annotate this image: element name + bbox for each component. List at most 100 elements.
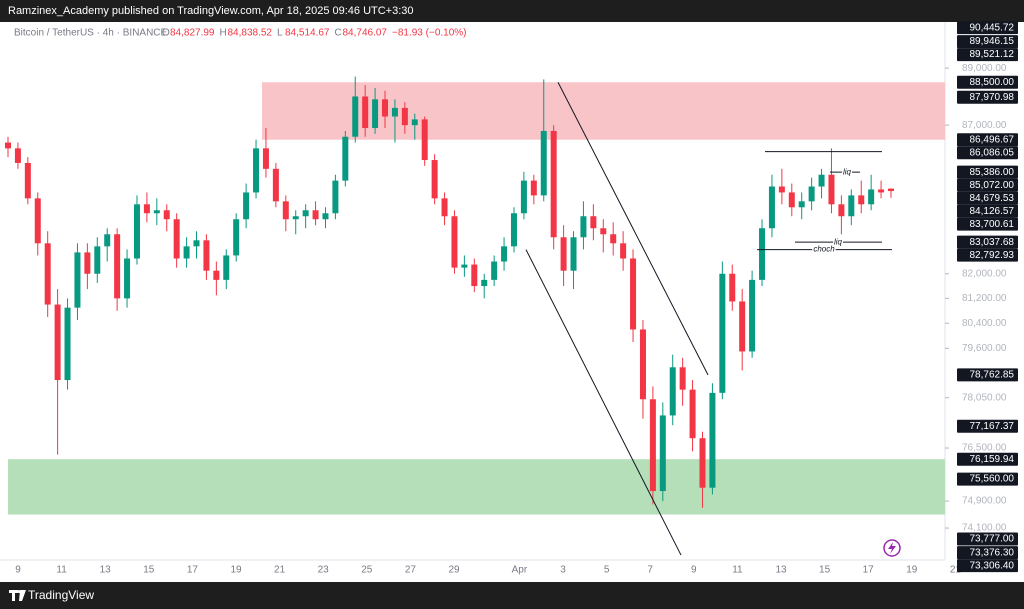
x-tick-label: Apr bbox=[512, 565, 528, 576]
candle-body bbox=[183, 246, 190, 259]
price-label-box bbox=[957, 21, 1018, 35]
x-tick-label: 19 bbox=[230, 565, 242, 576]
alert-icon[interactable] bbox=[883, 539, 901, 557]
candle-body bbox=[332, 180, 339, 214]
x-tick-label: 17 bbox=[187, 565, 199, 576]
price-label-box bbox=[957, 546, 1018, 560]
x-tick-label: 13 bbox=[775, 565, 787, 576]
annotation: liq bbox=[834, 237, 843, 246]
candle-body bbox=[739, 301, 746, 352]
candle-body bbox=[749, 279, 756, 352]
price-label: 89,946.15 bbox=[970, 36, 1015, 47]
price-label: 83,037.68 bbox=[970, 237, 1015, 248]
candle-body bbox=[124, 258, 131, 299]
candle-body bbox=[461, 264, 468, 268]
candle-body bbox=[391, 107, 398, 117]
legend: O 84,827.99 H 84,838.52 L 84,514.67 C 84,746.07… bbox=[162, 28, 467, 39]
x-tick-label: 21 bbox=[274, 565, 286, 576]
logo bbox=[9, 589, 26, 601]
price-label-box bbox=[957, 75, 1018, 89]
candle-body bbox=[342, 136, 349, 181]
price-label: 75,560.00 bbox=[970, 474, 1015, 485]
candle-body bbox=[858, 195, 865, 205]
price-label-box bbox=[957, 452, 1018, 466]
candle-body bbox=[649, 399, 656, 492]
candle-body bbox=[173, 219, 180, 259]
trend-line bbox=[557, 82, 709, 376]
price-label: 88,500.00 bbox=[970, 77, 1015, 88]
y-tick-label: 78,050.00 bbox=[962, 392, 1007, 403]
price-label-box bbox=[957, 191, 1018, 205]
zone bbox=[8, 459, 945, 515]
x-tick-label: 15 bbox=[143, 565, 155, 576]
x-tick-label: 5 bbox=[604, 565, 610, 576]
candle-body bbox=[5, 142, 11, 149]
legend-key: O bbox=[162, 28, 170, 39]
legend-key: L bbox=[277, 28, 283, 39]
candle-body bbox=[868, 189, 875, 205]
price-label: 87,970.98 bbox=[970, 92, 1015, 103]
x-tick-label: 9 bbox=[15, 565, 21, 576]
candle-body bbox=[600, 228, 607, 235]
zones bbox=[8, 82, 945, 515]
candle-body bbox=[848, 195, 855, 217]
candle-body bbox=[798, 201, 805, 208]
price-label-box bbox=[957, 133, 1018, 147]
candle-body bbox=[630, 258, 637, 330]
price-label-box bbox=[957, 559, 1018, 573]
price-label-box bbox=[957, 35, 1018, 49]
price-label-box bbox=[957, 178, 1018, 192]
candle-body bbox=[44, 243, 51, 305]
candle-body bbox=[679, 367, 686, 390]
x-tick-label: 29 bbox=[448, 565, 460, 576]
candle-body bbox=[689, 389, 696, 439]
candle-body bbox=[639, 329, 646, 400]
price-label: 73,777.00 bbox=[970, 534, 1015, 545]
candle-body bbox=[788, 192, 795, 208]
price-label-box bbox=[957, 146, 1018, 160]
candle-body bbox=[253, 148, 260, 193]
candle-body bbox=[540, 130, 547, 196]
candle-body bbox=[838, 204, 845, 217]
legend-value: 84,838.52 bbox=[228, 28, 273, 39]
candle-body bbox=[590, 216, 597, 229]
candle-body bbox=[491, 261, 498, 280]
candle-body bbox=[14, 148, 21, 163]
price-label-box bbox=[957, 235, 1018, 249]
candle-body bbox=[282, 201, 289, 220]
price-label-box bbox=[957, 90, 1018, 104]
price-label: 77,167.37 bbox=[970, 421, 1015, 432]
candle-body bbox=[888, 188, 894, 192]
candle-body bbox=[441, 198, 448, 217]
x-tick-label: 3 bbox=[560, 565, 566, 576]
candle-body bbox=[262, 148, 269, 169]
y-tick-label: 87,000.00 bbox=[962, 120, 1007, 131]
candle-body bbox=[243, 192, 250, 220]
price-label: 84,126.57 bbox=[970, 206, 1015, 217]
candle-body bbox=[223, 255, 230, 280]
candle-body bbox=[143, 204, 150, 214]
footer bbox=[0, 582, 1024, 609]
candle-body bbox=[719, 273, 726, 393]
price-label-box bbox=[957, 48, 1018, 62]
legend-value: 84,514.67 bbox=[285, 28, 330, 39]
candle-body bbox=[104, 234, 111, 247]
y-tick-label: 79,600.00 bbox=[962, 343, 1007, 354]
price-label: 84,679.53 bbox=[970, 193, 1015, 204]
candle-body bbox=[828, 174, 835, 205]
x-tick-label: 7 bbox=[647, 565, 653, 576]
candle-body bbox=[570, 237, 577, 271]
candle-body bbox=[312, 210, 319, 220]
candle-body bbox=[431, 160, 438, 199]
price-label-box bbox=[957, 248, 1018, 262]
candle-body bbox=[421, 119, 428, 161]
candle-body bbox=[560, 237, 567, 271]
price-label-box bbox=[957, 368, 1018, 382]
y-tick-label: 82,000.00 bbox=[962, 268, 1007, 279]
legend-value: 84,827.99 bbox=[170, 28, 215, 39]
candle-body bbox=[401, 107, 408, 126]
x-tick-label: 9 bbox=[691, 565, 697, 576]
candle-body bbox=[382, 99, 389, 117]
